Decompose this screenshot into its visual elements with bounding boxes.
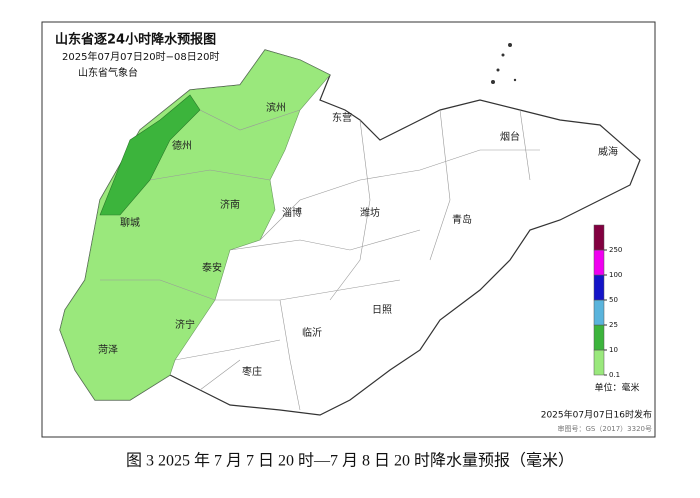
county-boundaries [100,109,540,411]
city-label: 聊城 [120,216,140,229]
legend-label: 25 [609,321,618,329]
release-time: 2025年07月07日16时发布 [541,409,652,421]
city-label: 青岛 [452,213,472,226]
city-label: 淄博 [282,206,302,219]
islands [491,43,517,84]
legend-label: 0.1 [609,371,620,379]
legend-swatch [593,274,605,301]
city-label: 临沂 [302,326,322,339]
city-label: 日照 [372,304,392,316]
city-label: 德州 [172,139,192,152]
legend-label: 50 [609,296,618,304]
city-label: 威海 [598,145,618,158]
legend-label: 250 [609,246,622,254]
legend-label: 10 [609,346,618,354]
city-label: 烟台 [500,130,520,143]
city-label: 滨州 [266,101,286,114]
city-label: 潍坊 [360,206,380,219]
city-label: 东营 [332,111,352,124]
city-label: 济南 [220,198,240,211]
approval-number: 审图号：GS（2017）3320号 [558,424,653,433]
city-label: 济宁 [175,318,195,331]
legend-swatch [593,299,605,326]
legend-swatch [593,249,605,276]
map-title: 山东省逐24小时降水预报图 [55,32,216,48]
legend-swatch [593,349,605,376]
legend-swatch [593,224,605,251]
legend-unit: 单位：毫米 [594,382,639,394]
rain-area-light [59,49,331,401]
rain-area-moderate [99,94,201,216]
city-label: 菏泽 [98,344,118,356]
legend-swatch [593,324,605,351]
city-label: 泰安 [202,261,222,274]
map-issuer: 山东省气象台 [78,66,138,79]
legend-label: 100 [609,271,622,279]
figure-caption: 图 3 2025 年 7 月 7 日 20 时—7 月 8 日 20 时降水量预… [126,451,574,470]
map-period: 2025年07月07日20时−08日20时 [62,50,219,63]
city-label: 枣庄 [242,365,262,378]
